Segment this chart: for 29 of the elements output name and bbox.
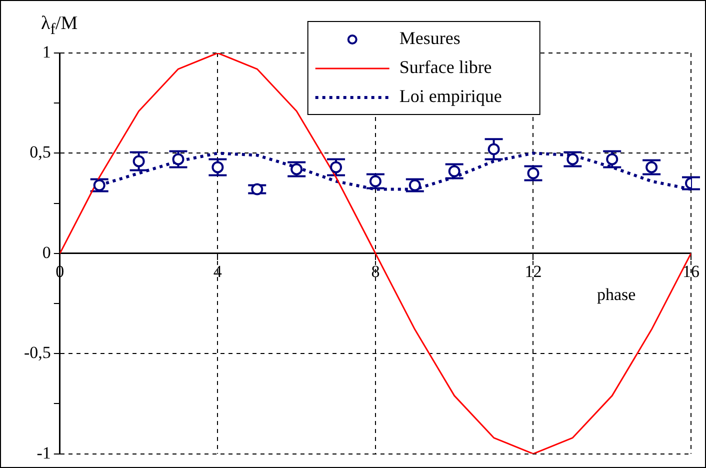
x-tick-label: 4 [213,262,222,282]
point [606,153,618,166]
point [172,153,184,166]
x-tick-label: 12 [524,262,542,282]
y-tick-label: -1 [36,443,51,462]
point [212,161,224,174]
y-tick-label: 0 [42,242,51,262]
point [330,161,342,174]
legend-label: Loi empirique [399,86,502,106]
point [488,143,500,156]
point [369,175,382,188]
point [93,179,106,192]
x-tick-label: 8 [371,262,380,282]
legend-label: Surface libre [399,57,492,78]
y-tick-label: 0,5 [30,142,51,162]
point [290,163,303,176]
y-axis-title: λ$_{f}$/M [41,13,78,39]
point [132,155,145,168]
point [527,167,540,180]
point [566,153,579,166]
point [448,165,460,178]
x-tick-label: 16 [682,262,700,282]
point [646,161,658,174]
legend-label: Mesures [399,28,460,48]
y-tick-label: 1 [42,42,51,62]
y-tick-label: -0,5 [24,343,51,362]
point [408,179,421,192]
x-axis-title: phase [597,285,636,305]
point [251,183,264,196]
